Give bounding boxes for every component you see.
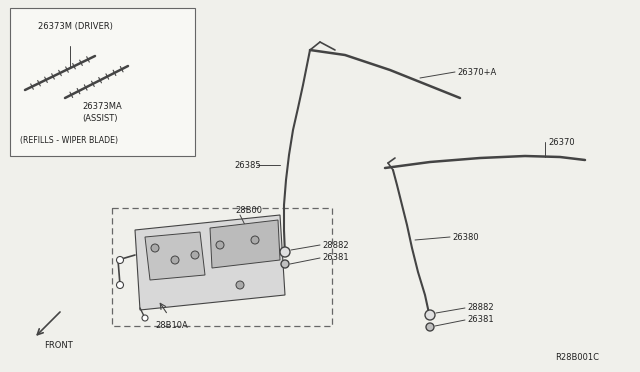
Circle shape <box>116 257 124 263</box>
Circle shape <box>280 247 290 257</box>
Text: FRONT: FRONT <box>44 341 73 350</box>
Text: 26381: 26381 <box>467 315 493 324</box>
Circle shape <box>425 310 435 320</box>
Text: 26380: 26380 <box>452 232 479 241</box>
Polygon shape <box>210 220 280 268</box>
Text: 26370+A: 26370+A <box>457 67 496 77</box>
Circle shape <box>116 282 124 289</box>
Text: 26385: 26385 <box>234 160 260 170</box>
Text: 28B10A: 28B10A <box>155 321 188 330</box>
Circle shape <box>142 315 148 321</box>
Circle shape <box>236 281 244 289</box>
Text: (ASSIST): (ASSIST) <box>82 113 118 122</box>
Circle shape <box>151 244 159 252</box>
Text: 28882: 28882 <box>322 241 349 250</box>
Text: (REFILLS - WIPER BLADE): (REFILLS - WIPER BLADE) <box>20 135 118 144</box>
Circle shape <box>281 260 289 268</box>
Bar <box>112 208 332 326</box>
Text: 26373MA: 26373MA <box>82 102 122 110</box>
Circle shape <box>251 236 259 244</box>
Bar <box>10 8 195 156</box>
Circle shape <box>426 323 434 331</box>
Circle shape <box>191 251 199 259</box>
Circle shape <box>171 256 179 264</box>
Text: 28882: 28882 <box>467 304 493 312</box>
Text: 26381: 26381 <box>322 253 349 263</box>
Text: 26370: 26370 <box>548 138 575 147</box>
Text: R28B001C: R28B001C <box>555 353 599 362</box>
Polygon shape <box>135 215 285 310</box>
Polygon shape <box>145 232 205 280</box>
Circle shape <box>216 241 224 249</box>
Text: 28B00: 28B00 <box>235 205 262 215</box>
Text: 26373M (DRIVER): 26373M (DRIVER) <box>38 22 113 31</box>
